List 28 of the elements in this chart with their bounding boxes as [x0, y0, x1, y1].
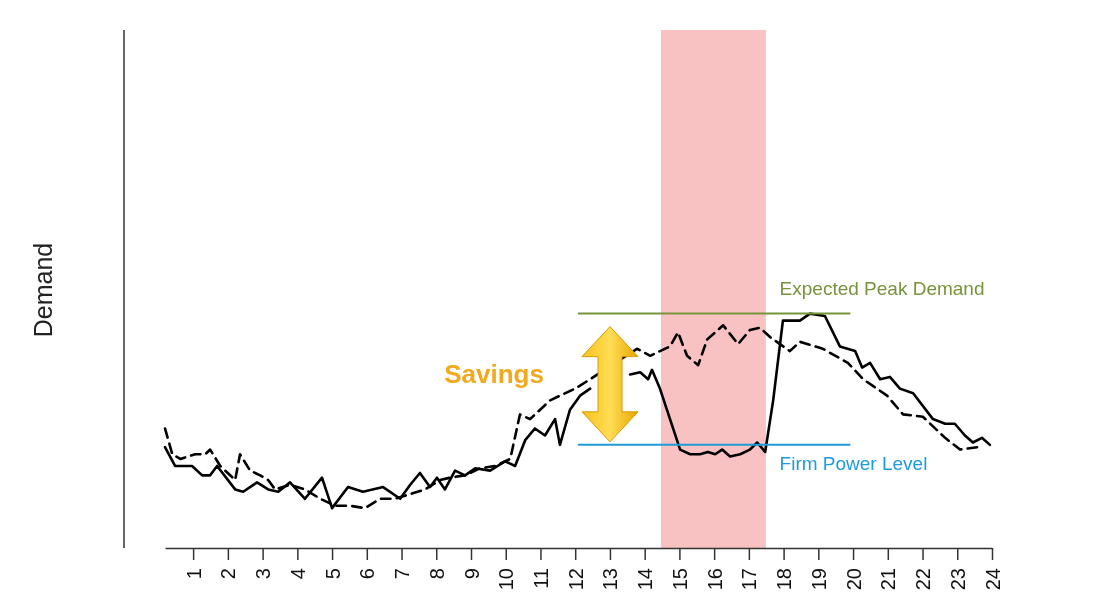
- x-tick-label: 7: [391, 568, 414, 580]
- x-tick-label: 17: [738, 568, 761, 591]
- x-tick-label: 10: [495, 568, 518, 591]
- x-tick-label: 23: [946, 568, 969, 591]
- x-tick-label: 21: [877, 568, 900, 591]
- x-tick-label: 14: [634, 568, 657, 591]
- x-tick-label: 12: [564, 568, 587, 591]
- series-label: Expected Peak Demand: [779, 277, 985, 299]
- x-tick-label: 16: [703, 568, 726, 591]
- x-tick-label: 3: [252, 568, 275, 580]
- x-tick-label: 8: [425, 568, 448, 580]
- x-tick-label: 2: [217, 568, 240, 580]
- x-tick-label: 19: [807, 568, 830, 591]
- x-tick-label: 13: [599, 568, 622, 591]
- x-tick-label: 9: [460, 568, 483, 580]
- x-tick-label: 11: [529, 568, 552, 589]
- x-tick-label: 5: [321, 568, 344, 580]
- series-label: Firm Power Level: [779, 452, 928, 474]
- x-tick-label: 1: [182, 568, 205, 580]
- x-tick-label: 6: [356, 568, 379, 580]
- x-tick-label: 15: [668, 568, 691, 591]
- y-axis-title: Demand: [29, 242, 57, 338]
- x-tick-label: 24: [981, 568, 1004, 591]
- x-tick-label: 20: [842, 568, 865, 591]
- annotation: Savings: [444, 359, 544, 389]
- x-tick-label: 18: [773, 568, 796, 591]
- x-tick-label: 22: [912, 568, 935, 591]
- x-tick-label: 4: [286, 568, 309, 580]
